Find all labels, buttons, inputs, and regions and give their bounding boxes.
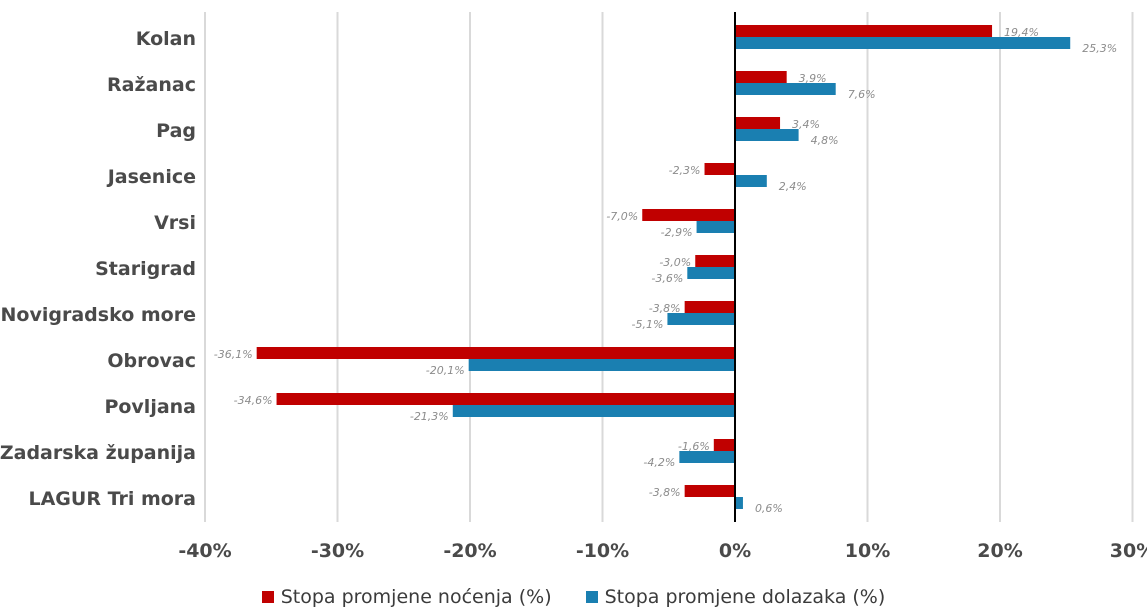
x-tick-label: -40%: [178, 540, 231, 562]
x-tick-label: 10%: [845, 540, 890, 562]
category-label: Kolan: [136, 28, 196, 50]
bar-nocenja: [735, 71, 787, 83]
bar-nocenja: [735, 117, 781, 129]
data-label: 7,6%: [848, 88, 876, 101]
bar-dolazaka: [696, 221, 735, 233]
data-label: -34,6%: [234, 394, 273, 407]
legend: Stopa promjene noćenja (%) Stopa promjen…: [0, 586, 1147, 608]
bar-nocenja: [684, 485, 735, 497]
data-label: 0,6%: [755, 502, 783, 515]
legend-swatch-nocenja: [261, 591, 274, 603]
x-tick-label: 20%: [977, 540, 1022, 562]
data-label: -2,3%: [669, 164, 701, 177]
bar-nocenja: [684, 301, 735, 313]
bar-nocenja: [704, 163, 735, 175]
bar-dolazaka: [452, 405, 735, 417]
x-tick-label: -20%: [443, 540, 496, 562]
x-tick-labels: -40% -30% -20% -10% 0% 10% 20% 30%: [178, 540, 1147, 562]
bar-dolazaka: [679, 451, 735, 463]
category-label: Starigrad: [95, 258, 196, 280]
legend-item-dolazaka: Stopa promjene dolazaka (%): [585, 586, 886, 608]
category-label: Novigradsko more: [1, 304, 196, 326]
x-tick-label: 0%: [719, 540, 751, 562]
category-labels: Kolan Ražanac Pag Jasenice Vrsi Starigrad Novi…: [0, 28, 196, 510]
bar-dolazaka: [687, 267, 735, 279]
bar-dolazaka: [735, 129, 799, 141]
data-label: -7,0%: [606, 210, 638, 223]
data-label: -20,1%: [426, 364, 465, 377]
bar-nocenja: [695, 255, 735, 267]
category-label: Ražanac: [107, 74, 196, 96]
data-label: 2,4%: [779, 180, 807, 193]
bar-nocenja: [256, 347, 735, 359]
data-label: 25,3%: [1082, 42, 1117, 55]
data-label: -36,1%: [214, 348, 253, 361]
category-label: Zadarska županija: [0, 442, 196, 464]
category-label: Povljana: [104, 396, 196, 418]
data-label: -3,0%: [659, 256, 691, 269]
legend-label-dolazaka: Stopa promjene dolazaka (%): [604, 586, 886, 608]
bar-dolazaka: [735, 497, 743, 509]
data-label: -2,9%: [661, 226, 693, 239]
bar-dolazaka: [735, 175, 767, 187]
data-label: -1,6%: [678, 440, 710, 453]
x-tick-label: -10%: [576, 540, 629, 562]
bar-nocenja: [642, 209, 735, 221]
bar-nocenja: [713, 439, 735, 451]
bar-dolazaka: [735, 83, 836, 95]
data-label: -3,6%: [651, 272, 683, 285]
legend-swatch-dolazaka: [585, 591, 598, 603]
data-label: 19,4%: [1004, 26, 1039, 39]
bar-dolazaka: [468, 359, 735, 371]
bar-dolazaka: [735, 37, 1071, 49]
bars: [256, 25, 1071, 509]
data-label: -5,1%: [632, 318, 664, 331]
data-label: -3,8%: [649, 302, 681, 315]
data-label: -3,8%: [649, 486, 681, 499]
bar-nocenja: [276, 393, 735, 405]
data-label: 3,4%: [792, 118, 820, 131]
data-label: 3,9%: [799, 72, 827, 85]
x-tick-label: 30%: [1110, 540, 1147, 562]
category-label: Obrovac: [107, 350, 196, 372]
data-label: 4,8%: [811, 134, 839, 147]
category-label: Pag: [156, 120, 196, 142]
legend-label-nocenja: Stopa promjene noćenja (%): [280, 586, 552, 608]
gridlines: [204, 12, 1134, 522]
data-label: -4,2%: [643, 456, 675, 469]
bar-nocenja: [735, 25, 993, 37]
category-label: Jasenice: [106, 166, 196, 188]
category-label: Vrsi: [154, 212, 196, 234]
legend-item-nocenja: Stopa promjene noćenja (%): [261, 586, 552, 608]
data-label: -21,3%: [410, 410, 449, 423]
x-tick-label: -30%: [311, 540, 364, 562]
category-label: LAGUR Tri mora: [29, 488, 197, 510]
data-labels: 19,4% 25,3% 3,9% 7,6% 3,4% 4,8% -2,3% 2,4% -7,0%…: [214, 26, 1117, 515]
bar-dolazaka: [667, 313, 735, 325]
